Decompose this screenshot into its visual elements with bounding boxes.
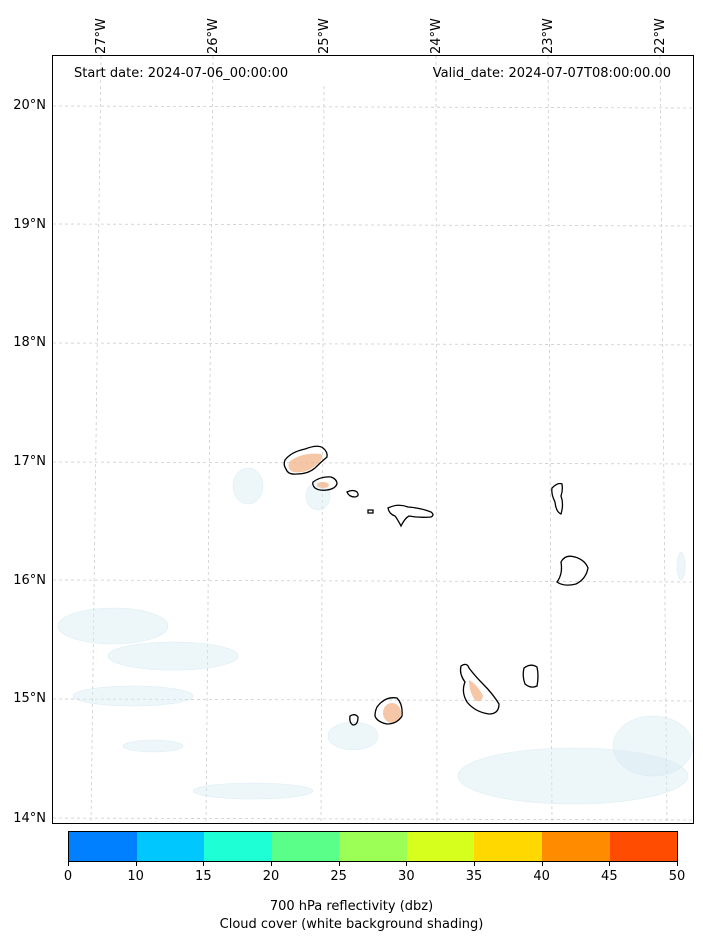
island-santo-antao [283,445,328,475]
start-date-label: Start date: 2024-07-06_00:00:00 [74,66,289,81]
meridian-24w [435,56,438,823]
colorbar-segment [339,832,407,861]
parallel-17n [53,461,693,465]
gridlines [53,56,693,823]
cloud-patch-lowwest [122,739,184,753]
colorbar-title: 700 hPa reflectivity (dbz) [269,899,434,914]
lon-label-25w: 25°W [317,18,332,54]
island-raso [367,509,374,514]
meridian-22w [659,56,668,823]
colorbar-tick [406,862,408,866]
cloud-patch-west [57,607,169,645]
island-sao-vicente [312,476,338,491]
cloud-patch-east [676,551,686,581]
island-sal [551,482,564,515]
colorbar-segment [69,832,137,861]
colorbar [68,831,678,862]
lat-label-19n: 19°N [13,217,46,232]
lon-label-22w: 22°W [653,18,668,54]
meridian-25w [320,85,325,823]
reflectivity-shading [288,453,483,723]
lat-label-16n: 16°N [13,573,46,588]
reflectivity-santo-antao [288,453,323,473]
cloud-patch-southeast [457,747,689,805]
colorbar-subtitle: Cloud cover (white background shading) [219,917,484,932]
lon-label-24w: 24°W [429,18,444,54]
parallel-15n [53,698,693,702]
meridian-23w [547,56,553,823]
colorbar-tick-label: 40 [533,869,550,884]
parallel-16n [53,579,693,583]
cloud-patch-mid-2 [305,481,331,511]
colorbar-tick-label: 35 [465,869,483,884]
reflectivity-fogo [383,703,401,723]
colorbar-tick [135,862,137,866]
colorbar-segment [541,832,610,861]
colorbar-tick [338,862,340,866]
lon-label-26w: 26°W [206,18,221,54]
colorbar-tick [609,862,611,866]
island-brava [349,714,359,726]
island-maio [522,664,539,688]
colorbar-tick-label: 10 [127,869,144,884]
cloud-patch-west-2 [107,641,239,671]
lat-label-15n: 15°N [13,691,46,706]
meridian-26w [205,56,214,823]
cloud-patch-southeast-2 [612,715,693,777]
colorbar-segment [204,832,272,861]
parallel-20n [53,105,693,109]
cloud-cover-shading [57,467,693,805]
map-canvas [53,56,693,823]
parallel-19n [53,223,693,227]
colorbar-segment [609,832,678,861]
colorbar-tick-label: 15 [195,869,212,884]
island-sao-nicolau [387,504,434,528]
island-santa-luzia [346,489,359,498]
colorbar-tick-label: 50 [668,869,686,884]
colorbar-tick [271,862,272,866]
lon-label-23w: 23°W [541,18,556,54]
lat-label-20n: 20°N [13,98,46,113]
reflectivity-santiago [469,680,483,702]
colorbar-segment [136,832,205,861]
cloud-patch-southwest [192,782,314,800]
colorbar-tick-label: 25 [330,869,347,884]
cloud-patch-west-3 [72,685,194,707]
colorbar-segment [474,832,542,861]
colorbar-tick-label: 0 [63,869,73,884]
map-frame[interactable] [52,55,694,824]
cloud-patch-mid [232,467,264,505]
colorbar-tick-label: 45 [601,869,618,884]
coastlines [283,445,589,726]
colorbar-tick-label: 20 [262,869,280,884]
lon-label-27w: 27°W [94,18,109,54]
cloud-patch-south [327,721,379,751]
lat-label-18n: 18°N [13,335,46,350]
colorbar-tick [68,862,69,866]
colorbar-tick [203,862,205,866]
lat-label-14n: 14°N [13,811,46,826]
valid-date-label: Valid_date: 2024-07-07T08:00:00.00 [432,66,671,81]
colorbar-segment [406,832,475,861]
meridian-27w [90,56,102,823]
reflectivity-sao-vicente [317,482,329,488]
parallel-14n [53,817,693,821]
island-santiago [459,663,500,715]
lat-label-17n: 17°N [13,454,46,469]
colorbar-segment [271,832,340,861]
island-boa-vista [556,555,589,586]
colorbar-tick-label: 30 [398,869,415,884]
colorbar-tick [541,862,543,866]
colorbar-tick [677,862,678,866]
colorbar-tick [474,862,475,866]
island-fogo [374,697,403,725]
parallel-18n [53,342,693,346]
